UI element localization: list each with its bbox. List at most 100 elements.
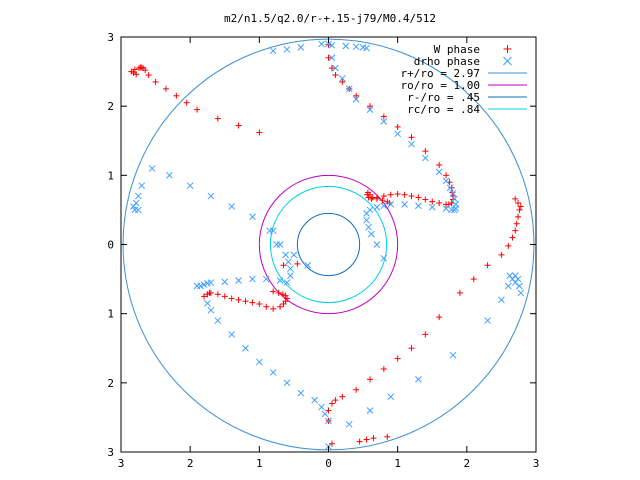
data-point xyxy=(449,351,457,359)
data-point xyxy=(297,44,305,51)
data-point xyxy=(408,134,415,141)
data-point xyxy=(221,278,229,286)
y-tick-label: 3 xyxy=(107,31,114,44)
data-point xyxy=(262,275,270,283)
legend-marker-key xyxy=(503,45,512,53)
data-point xyxy=(214,291,221,298)
data-point xyxy=(342,42,350,50)
data-point xyxy=(345,85,353,93)
data-point xyxy=(193,282,201,290)
data-point xyxy=(269,227,277,235)
data-point xyxy=(443,172,450,179)
data-point xyxy=(332,64,339,72)
data-point xyxy=(256,129,263,136)
data-point xyxy=(263,303,270,310)
data-point xyxy=(273,241,280,248)
data-point xyxy=(515,200,522,206)
data-point xyxy=(294,260,301,267)
y-tick-label: 2 xyxy=(107,100,114,113)
data-point xyxy=(173,92,180,99)
data-point xyxy=(130,203,137,210)
data-point xyxy=(242,298,249,305)
data-point xyxy=(394,355,401,362)
data-point xyxy=(436,161,443,168)
data-point xyxy=(200,281,208,288)
data-point xyxy=(328,54,336,62)
data-point xyxy=(515,213,522,220)
legend-item: r+/ro = 2.97 xyxy=(401,67,527,80)
x-tick-label: 2 xyxy=(187,457,194,470)
data-point xyxy=(275,289,282,296)
data-point xyxy=(363,436,370,443)
data-point xyxy=(373,241,381,248)
x-tick-label: 0 xyxy=(325,457,332,470)
data-point xyxy=(367,191,373,198)
data-point xyxy=(207,289,214,296)
data-point xyxy=(318,403,325,411)
data-point xyxy=(339,78,346,85)
data-point xyxy=(318,40,325,48)
data-point xyxy=(311,396,319,404)
data-point xyxy=(283,46,291,53)
data-point xyxy=(363,44,370,52)
series-1 xyxy=(128,41,524,447)
data-point xyxy=(504,282,512,290)
data-point xyxy=(509,234,516,241)
data-point xyxy=(401,201,408,208)
legend-label: rc/ro = .84 xyxy=(407,103,480,116)
data-point xyxy=(197,282,204,290)
data-point xyxy=(380,118,388,125)
data-point xyxy=(277,303,284,310)
data-point xyxy=(328,400,335,407)
data-point xyxy=(270,305,277,312)
data-point xyxy=(380,254,388,262)
data-point xyxy=(283,379,291,387)
data-point xyxy=(145,72,152,79)
data-point xyxy=(235,277,242,284)
data-point xyxy=(321,410,329,418)
data-point xyxy=(436,314,443,321)
data-point xyxy=(387,393,395,401)
data-point xyxy=(353,92,360,99)
data-point xyxy=(287,272,294,279)
data-point xyxy=(368,230,375,238)
data-point xyxy=(279,291,286,298)
data-point xyxy=(276,277,284,284)
legend-item: drho phase xyxy=(414,55,512,68)
data-point xyxy=(363,210,370,217)
data-point xyxy=(242,344,249,352)
data-point xyxy=(498,251,505,258)
data-series xyxy=(128,40,525,450)
data-point xyxy=(186,182,194,190)
data-point xyxy=(370,435,377,442)
data-point xyxy=(365,223,372,231)
data-point xyxy=(345,420,353,428)
data-point xyxy=(415,202,422,210)
data-point xyxy=(368,195,375,202)
data-point xyxy=(339,393,346,400)
data-point xyxy=(256,300,263,307)
data-point xyxy=(332,72,339,79)
data-point xyxy=(283,279,291,286)
legend-label: W phase xyxy=(434,43,480,56)
data-point xyxy=(505,242,512,249)
data-point xyxy=(328,440,335,447)
data-point xyxy=(442,205,450,212)
data-point xyxy=(134,206,142,214)
legend-item: rc/ro = .84 xyxy=(407,103,527,116)
data-point xyxy=(387,191,394,198)
data-point xyxy=(511,279,519,286)
data-point xyxy=(207,192,215,200)
data-point xyxy=(448,206,455,214)
legend-item: ro/ro = 1.00 xyxy=(401,79,527,92)
data-point xyxy=(148,165,156,172)
data-point xyxy=(513,220,520,227)
data-point xyxy=(221,293,228,300)
data-point xyxy=(484,262,491,269)
data-point xyxy=(415,376,422,383)
data-point xyxy=(201,293,207,300)
data-point xyxy=(408,193,415,200)
data-point xyxy=(363,216,370,224)
